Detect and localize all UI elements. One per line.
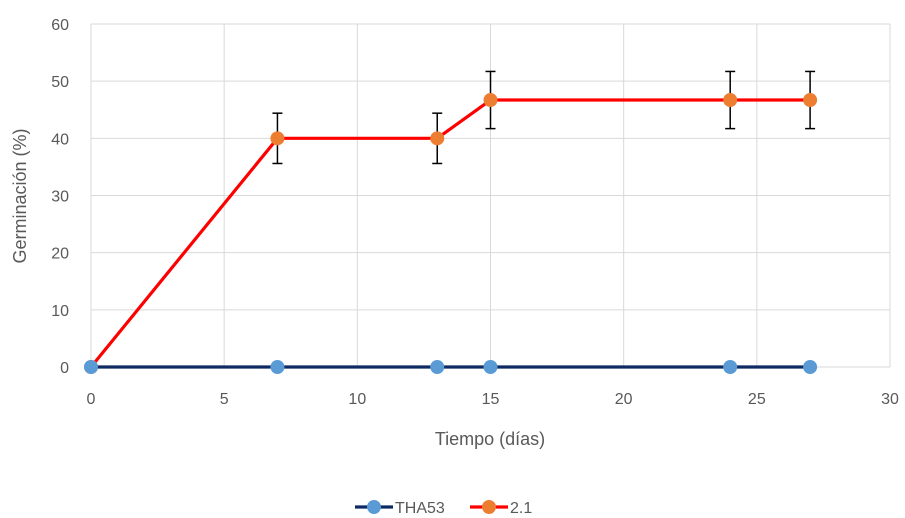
- x-tick-label: 5: [220, 391, 229, 408]
- series-line-1: [89, 98, 811, 369]
- data-point: [483, 93, 498, 108]
- data-point: [723, 360, 738, 374]
- data-point: [803, 93, 818, 108]
- x-tick-label: 20: [615, 391, 633, 408]
- x-tick-label: 30: [881, 391, 899, 408]
- series-layer: [84, 70, 818, 374]
- data-point: [723, 93, 738, 108]
- legend-label: THA53: [395, 500, 445, 517]
- data-point: [430, 360, 445, 374]
- data-point: [270, 360, 285, 374]
- data-point: [483, 360, 498, 374]
- data-point: [84, 360, 98, 374]
- y-tick-label: 10: [51, 303, 69, 320]
- x-tick-label: 10: [348, 391, 366, 408]
- y-tick-label: 20: [51, 246, 69, 263]
- data-point: [803, 360, 818, 374]
- x-tick-label: 0: [87, 391, 96, 408]
- legend-marker: [482, 500, 496, 514]
- legend-label: 2.1: [510, 500, 532, 517]
- x-tick-label: 25: [748, 391, 766, 408]
- y-tick-labels: 0 10 20 30 40 50 60: [51, 17, 69, 377]
- legend: THA53 2.1: [355, 500, 532, 517]
- x-tick-label: 15: [482, 391, 500, 408]
- y-tick-label: 60: [51, 17, 69, 34]
- y-tick-label: 0: [60, 360, 69, 377]
- legend-marker: [367, 500, 381, 514]
- y-tick-label: 40: [51, 131, 69, 148]
- y-tick-label: 30: [51, 189, 69, 206]
- x-tick-labels: 0 5 10 15 20 25 30: [87, 391, 899, 408]
- data-point: [430, 131, 445, 146]
- x-axis-title: Tiempo (días): [435, 429, 545, 449]
- y-tick-label: 50: [51, 74, 69, 91]
- data-point: [270, 131, 285, 146]
- y-axis-title: Germinación (%): [10, 128, 30, 263]
